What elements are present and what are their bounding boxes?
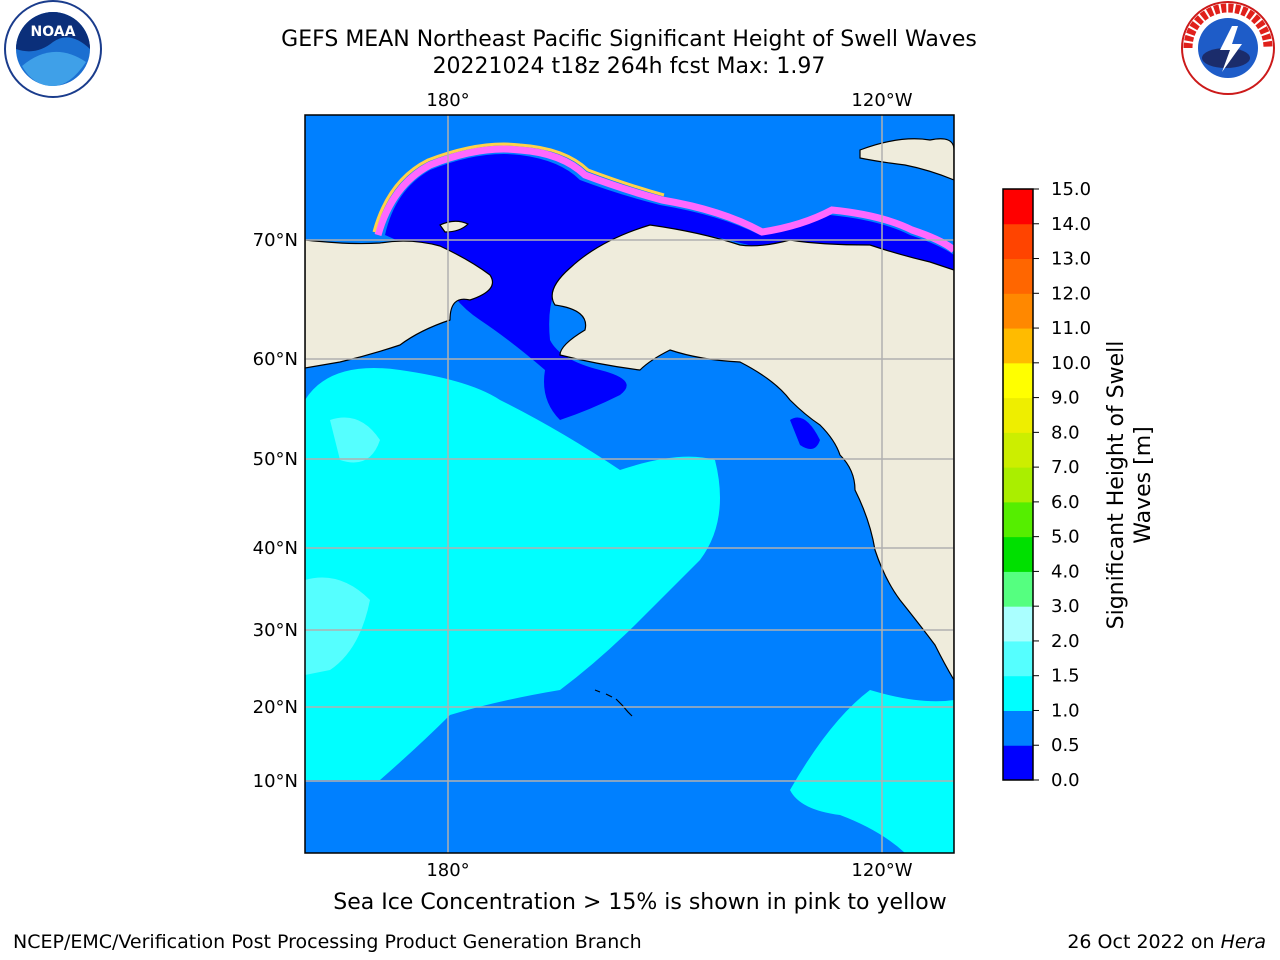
lat-label-70n: 70°N [253, 230, 298, 251]
footer-date: 26 Oct 2022 on Hera [1067, 931, 1266, 953]
land-wrangel-island [439, 220, 470, 233]
colorbar: 0.0 0.5 1.0 1.5 2.0 3.0 4.0 5.0 6.0 7.0 8.0 9.0 10.0… [1002, 179, 1091, 791]
lat-label-50n: 50°N [253, 449, 298, 470]
colorbar-segment [1003, 606, 1033, 642]
colorbar-segment [1003, 536, 1033, 572]
colorbar-tick-label: 5.0 [1051, 527, 1080, 548]
colorbar-tick-label: 11.0 [1051, 318, 1091, 339]
swell-region-blue-arctic [385, 154, 954, 420]
swell-region-lightcyan [305, 577, 370, 675]
map-frame [304, 114, 955, 854]
colorbar-tick-label: 10.0 [1051, 353, 1091, 374]
swell-region-cyan-west [305, 368, 720, 780]
footer-date-text: 26 Oct 2022 on [1067, 931, 1221, 953]
colorbar-segment [1003, 432, 1033, 468]
colorbar-segment [1003, 189, 1033, 225]
colorbar-label-line1: Significant Height of Swell [1104, 341, 1129, 630]
lon-label-bottom-180: 180° [426, 860, 469, 881]
colorbar-segment [1003, 397, 1033, 433]
sea-ice-fringe [374, 145, 954, 253]
colorbar-segment [1003, 467, 1033, 503]
colorbar-tick-label: 7.0 [1051, 457, 1080, 478]
land-north-america [551, 224, 954, 682]
colorbar-tick-label: 2.0 [1051, 631, 1080, 652]
colorbar-segment [1003, 710, 1033, 746]
land-arctic-islands [859, 138, 954, 181]
swell-region-blue-alaska-coast [790, 417, 820, 449]
swell-region-lightcyan-2 [330, 417, 380, 463]
colorbar-tick-label: 15.0 [1051, 179, 1091, 200]
graticule [305, 115, 954, 853]
lon-label-top-120w: 120°W [851, 90, 912, 111]
nws-logo [1181, 1, 1275, 95]
lat-label-60n: 60°N [253, 349, 298, 370]
colorbar-tick-label: 9.0 [1051, 388, 1080, 409]
colorbar-tick-label: 0.5 [1051, 735, 1080, 756]
colorbar-segment [1003, 745, 1033, 781]
colorbar-segment [1003, 328, 1033, 364]
lat-label-40n: 40°N [253, 538, 298, 559]
colorbar-tick-label: 13.0 [1051, 249, 1091, 270]
chart-title: GEFS MEAN Northeast Pacific Significant … [281, 27, 977, 52]
chart-subtitle: 20221024 t18z 264h fcst Max: 1.97 [432, 54, 826, 79]
noaa-logo: NOAA [4, 0, 102, 98]
swell-region-cyan-south [790, 690, 954, 853]
colorbar-tick-label: 1.5 [1051, 666, 1080, 687]
colorbar-segment [1003, 362, 1033, 399]
colorbar-segment [1003, 571, 1033, 607]
colorbar-label-line2: Waves [m] [1131, 426, 1156, 543]
colorbar-segment [1003, 293, 1033, 329]
colorbar-segment [1003, 258, 1033, 294]
colorbar-tick-label: 0.0 [1051, 770, 1080, 791]
footer-machine: Hera [1220, 931, 1266, 953]
land-asia [305, 239, 494, 369]
colorbar-frame [1002, 188, 1034, 781]
colorbar-tick-label: 14.0 [1051, 214, 1091, 235]
colorbar-tick-label: 3.0 [1051, 596, 1080, 617]
hawaii-islands [594, 689, 633, 717]
colorbar-segment [1003, 223, 1033, 260]
colorbar-segment [1003, 675, 1033, 711]
lon-label-top-180: 180° [426, 90, 469, 111]
colorbar-tick-label: 12.0 [1051, 283, 1091, 304]
sea-ice-edge-yellow [372, 142, 665, 233]
sea-ice-note: Sea Ice Concentration > 15% is shown in … [333, 890, 947, 915]
colorbar-segment [1003, 640, 1033, 677]
colorbar-tick-label: 1.0 [1051, 700, 1080, 721]
colorbar-tick-label: 8.0 [1051, 422, 1080, 443]
lat-label-30n: 30°N [253, 620, 298, 641]
colorbar-segment [1003, 501, 1033, 538]
colorbar-tick-label: 6.0 [1051, 492, 1080, 513]
colorbar-tick-label: 4.0 [1051, 561, 1080, 582]
lon-label-bottom-120w: 120°W [851, 860, 912, 881]
lat-label-20n: 20°N [253, 697, 298, 718]
footer-branch: NCEP/EMC/Verification Post Processing Pr… [13, 931, 642, 953]
lat-label-10n: 10°N [253, 771, 298, 792]
noaa-logo-text: NOAA [31, 24, 76, 40]
